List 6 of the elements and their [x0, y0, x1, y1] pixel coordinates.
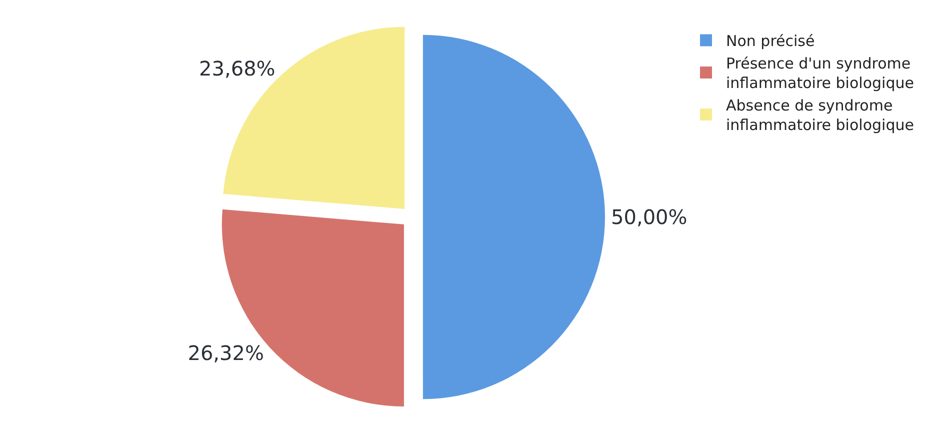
legend-label: Absence de syndrome inflammatoire biologique — [726, 96, 914, 134]
data-label: 50,00% — [611, 205, 688, 229]
legend-label: Présence d'un syndrome inflammatoire biologique — [726, 54, 914, 92]
data-label: 23,68% — [199, 56, 276, 80]
data-label: 26,32% — [188, 341, 264, 366]
legend-label: Non précisé — [726, 32, 815, 50]
